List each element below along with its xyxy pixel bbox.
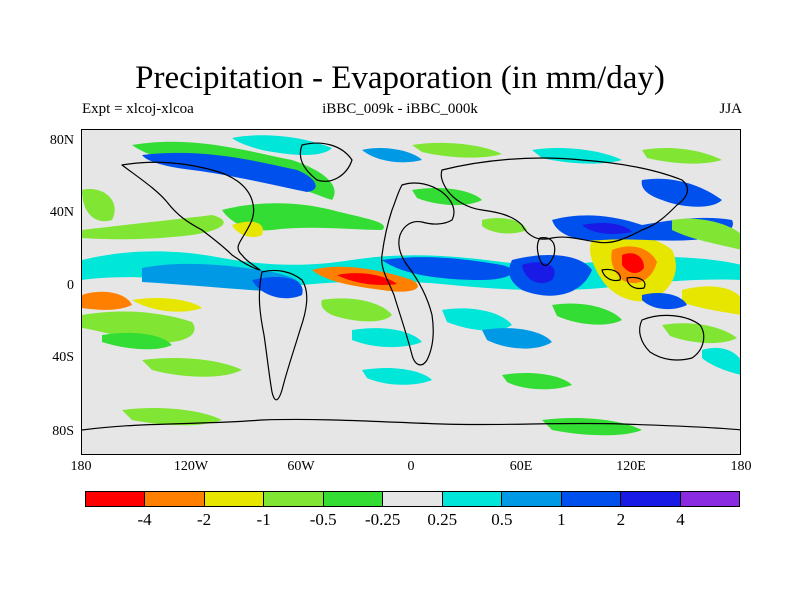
lon-tick-label: 60E [509,459,533,474]
colorbar [85,491,740,507]
lon-tick-label: 120E [616,459,646,474]
comparison-label: iBBC_009k - iBBC_000k [322,101,478,117]
colorbar-swatch [323,492,384,506]
colorbar-swatch [561,492,622,506]
colorbar-tick-label: -4 [137,510,152,529]
lon-tick-label: 120W [173,459,209,474]
colorbar-tick-label: 2 [616,510,626,529]
colorbar-tick-label: -2 [196,510,212,529]
field-shading [82,135,740,436]
colorbar-swatch [680,492,739,506]
coastlines [82,142,740,431]
colorbar-swatch [502,492,562,506]
colorbar-swatch [86,492,146,506]
lon-tick-label: 0 [407,459,415,474]
season-label: JJA [719,101,742,117]
colorbar-swatch [621,492,681,506]
lat-tick-label: 80N [49,133,74,148]
lat-tick-label: 40N [49,205,74,220]
colorbar-swatch [204,492,265,506]
map-field [82,135,740,436]
colorbar-tick-label: -0.5 [309,510,337,529]
colorbar-tick-label: 1 [557,510,566,529]
plot-title: Precipitation - Evaporation (in mm/day) [135,60,665,96]
colorbar-swatch [383,492,443,506]
colorbar-tick-label: 0.5 [491,510,513,529]
colorbar-tick-label: -1 [256,510,271,529]
colorbar-swatch [145,492,205,506]
lon-tick-label: 180 [70,459,92,474]
lat-tick-label: 40S [52,350,74,365]
lon-tick-label: 180 [730,459,752,474]
colorbar-swatch [264,492,324,506]
colorbar-swatch [442,492,503,506]
lat-tick-label: 80S [52,424,74,439]
colorbar-tick-label: 0.25 [427,510,458,529]
lat-tick-label: 0 [67,278,74,293]
experiment-label: Expt = xlcoj-xlcoa [82,101,194,117]
map-panel [81,129,741,455]
colorbar-tick-label: -0.25 [365,510,401,529]
colorbar-tick-label: 4 [676,510,685,529]
lon-tick-label: 60W [287,459,315,474]
